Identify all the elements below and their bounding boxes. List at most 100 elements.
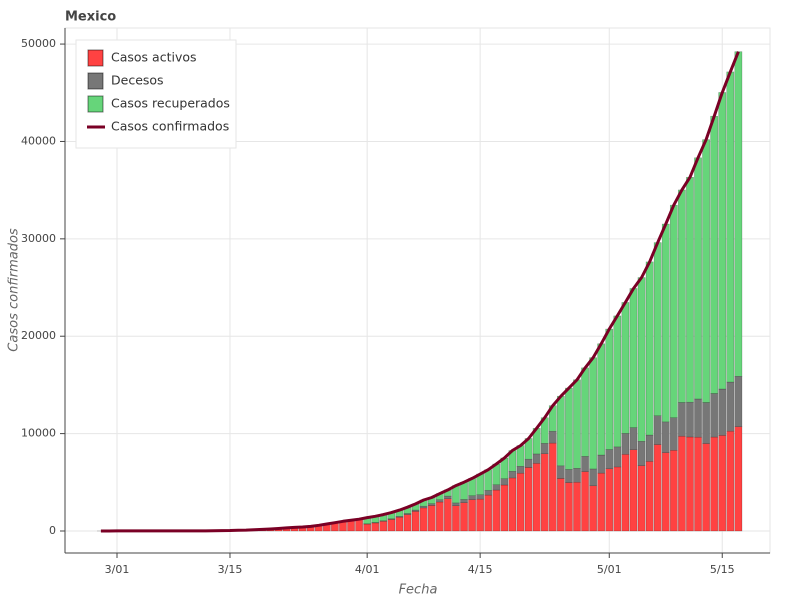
bar (718, 435, 727, 532)
bar (371, 522, 380, 532)
y-tick-label: 40000 (21, 134, 56, 147)
bar (419, 505, 428, 509)
bar (678, 189, 686, 403)
marks (97, 51, 743, 533)
bar (726, 71, 735, 383)
bar (653, 415, 662, 445)
bar (516, 472, 525, 532)
bar (605, 328, 614, 450)
bar (532, 463, 541, 532)
legend-label: Decesos (111, 73, 164, 88)
bar (629, 427, 638, 450)
chart-title: Mexico (65, 10, 116, 25)
bar (621, 433, 630, 455)
y-axis-title: Casos confirmados (7, 228, 22, 352)
bar (669, 417, 678, 451)
bar (726, 430, 735, 532)
bar (435, 501, 444, 532)
bar (573, 467, 581, 483)
bar (710, 436, 719, 532)
bar (581, 456, 589, 472)
bar (597, 343, 606, 456)
bar (613, 466, 622, 532)
bar (678, 402, 686, 437)
bar (427, 503, 436, 506)
bar (379, 521, 388, 532)
bar (427, 505, 436, 532)
bar (629, 288, 638, 428)
y-tick-label: 0 (49, 524, 56, 537)
bar (565, 387, 573, 470)
bar (702, 139, 710, 403)
legend-label: Casos recuperados (111, 96, 230, 111)
bar (669, 450, 678, 532)
bar (734, 375, 743, 427)
bar (363, 523, 372, 532)
bar (484, 494, 493, 532)
bar (516, 466, 525, 474)
bar (710, 393, 719, 438)
x-tick-label: 4/01 (355, 563, 380, 576)
bar (686, 401, 694, 438)
bar (661, 223, 670, 423)
x-tick-label: 5/01 (597, 563, 622, 576)
bar (613, 446, 622, 468)
bar (597, 454, 606, 474)
bar (629, 449, 638, 532)
bar (637, 465, 646, 532)
bar (524, 467, 533, 532)
bar (645, 434, 654, 462)
legend-swatch (87, 49, 104, 67)
y-tick-label: 20000 (21, 329, 56, 342)
legend-label: Casos confirmados (111, 119, 229, 134)
bar (565, 482, 573, 532)
bar (702, 402, 710, 444)
y-tick-label: 10000 (21, 427, 56, 440)
bar (557, 395, 565, 467)
bar (597, 472, 606, 532)
y-tick-label: 50000 (21, 37, 56, 50)
x-tick-label: 5/15 (710, 563, 735, 576)
bar (508, 477, 517, 532)
bar (484, 490, 493, 496)
bar (565, 469, 573, 483)
bar (540, 443, 549, 454)
x-tick-label: 4/15 (468, 563, 493, 576)
bar (395, 516, 404, 532)
bar (710, 115, 719, 394)
bar (492, 489, 501, 532)
bar (419, 507, 428, 532)
bar (468, 495, 476, 500)
legend-swatch (87, 72, 104, 90)
bar (476, 498, 484, 532)
bar (661, 452, 670, 532)
bar (734, 426, 743, 532)
bar (702, 443, 710, 532)
bar (468, 499, 476, 532)
bar (605, 449, 614, 470)
bar (613, 315, 622, 448)
bar (500, 484, 509, 532)
bar (669, 204, 678, 418)
bar (387, 519, 396, 532)
bar (726, 381, 735, 432)
legend-swatch (87, 95, 104, 113)
bar (444, 498, 452, 532)
bar (573, 379, 581, 469)
bar (605, 468, 614, 532)
bar (476, 494, 484, 500)
bar (548, 430, 557, 444)
bar (653, 444, 662, 532)
bar (637, 441, 646, 466)
bar (645, 261, 654, 436)
bar (661, 421, 670, 453)
bar (540, 453, 549, 532)
x-tick-label: 3/01 (105, 563, 130, 576)
bar (589, 468, 597, 487)
bar (508, 470, 517, 479)
line (100, 51, 740, 533)
bar (718, 388, 727, 436)
bar (524, 458, 533, 468)
bar (548, 442, 557, 532)
bar (686, 176, 694, 403)
